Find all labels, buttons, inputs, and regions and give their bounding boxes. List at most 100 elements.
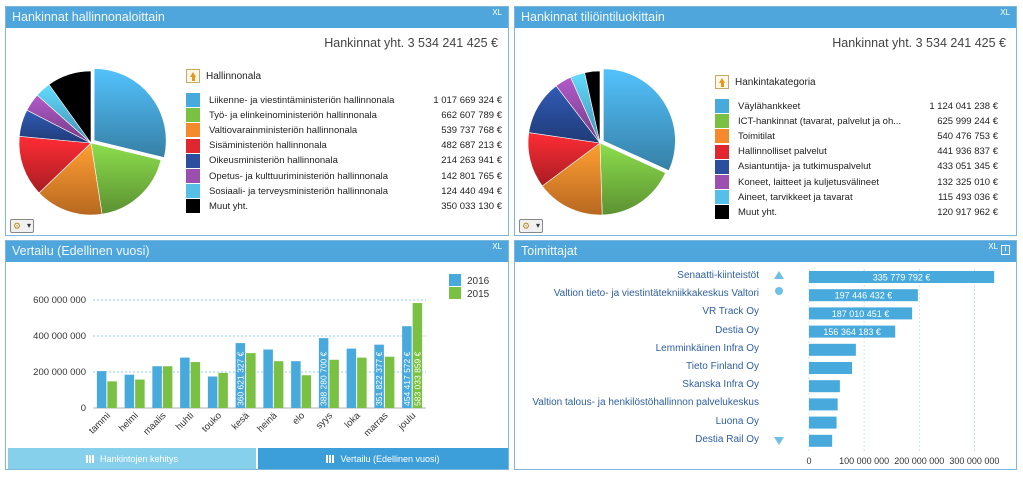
legend-item[interactable]: Oikeusministeriön hallinnonala 214 263 94… [186, 153, 502, 168]
legend-value: 662 607 789 € [441, 109, 502, 121]
legend-item[interactable]: Toimitilat 540 476 753 € [715, 129, 998, 144]
scroll-position-icon[interactable] [775, 287, 783, 295]
supplier-bar[interactable] [809, 271, 995, 283]
bar-2016[interactable] [318, 338, 329, 408]
pie-slice[interactable] [603, 68, 676, 172]
scroll-down-icon[interactable] [774, 437, 784, 445]
pie-slice[interactable] [599, 142, 666, 216]
bar-2015[interactable] [135, 379, 145, 408]
legend-item[interactable]: Koneet, laitteet ja kuljetusvälineet 132 … [715, 175, 998, 189]
bar-2015[interactable] [384, 356, 395, 408]
bar-2016[interactable] [96, 371, 107, 408]
drill-up-icon[interactable] [186, 69, 200, 83]
supplier-name-link[interactable]: Valtion tieto- ja viestintätekniikkakesk… [553, 288, 759, 300]
settings-gear-button[interactable]: ⚙ [519, 219, 543, 233]
bar-2015[interactable] [273, 361, 284, 408]
supplier-bar[interactable] [809, 307, 913, 320]
pie-slice[interactable] [93, 68, 167, 158]
supplier-bar[interactable] [809, 289, 918, 302]
legend-swatch [186, 93, 200, 107]
bar-2015[interactable] [190, 362, 201, 408]
legend-item[interactable]: Hallinnolliset palvelut 441 936 837 € [715, 144, 998, 159]
legend-swatch [186, 184, 200, 199]
tab-hankintojen-kehitys[interactable]: Hankintojen kehitys [8, 448, 256, 469]
pie-chart-tiliointiluokka[interactable] [525, 63, 680, 223]
legend-value: 482 687 213 € [441, 140, 502, 152]
supplier-name-link[interactable]: Lemminkäinen Infra Oy [655, 342, 759, 354]
pie-slice[interactable] [18, 136, 92, 194]
bar-2015[interactable] [107, 381, 117, 408]
supplier-name-link[interactable]: Luona Oy [715, 415, 759, 427]
bar-2016[interactable] [207, 376, 218, 409]
supplier-bar[interactable] [809, 416, 837, 429]
supplier-name-link[interactable]: Destia Oy [715, 324, 759, 336]
excel-export-button[interactable]: XL [492, 242, 502, 251]
pie-slice[interactable] [48, 70, 92, 144]
bar-2016[interactable] [346, 348, 357, 408]
legend-label: Muut yht. [738, 206, 778, 218]
bar-2016[interactable] [402, 326, 412, 408]
drill-up-icon[interactable] [715, 75, 729, 89]
supplier-name-link[interactable]: Senaatti-kiinteistöt [677, 270, 759, 281]
legend-value: 625 999 244 € [937, 115, 998, 127]
legend-item[interactable]: Muut yht. 350 033 130 € [186, 199, 502, 214]
bar-2015[interactable] [412, 303, 423, 408]
bar-2016[interactable] [235, 343, 246, 408]
supplier-name-link[interactable]: Valtion talous- ja henkilöstöhallinnon p… [532, 397, 759, 409]
bar-2016[interactable] [180, 357, 190, 408]
legend-label: Asiantuntija- ja tutkimuspalvelut [738, 161, 872, 173]
info-icon[interactable]: i [1001, 245, 1010, 255]
legend-item[interactable]: Aineet, tarvikkeet ja tavarat 115 493 036… [715, 190, 998, 205]
supplier-name-link[interactable]: Tieto Finland Oy [686, 361, 759, 372]
legend-item[interactable]: Valtiovarainministeriön hallinnonala 539 … [186, 123, 502, 138]
excel-export-button[interactable]: XL [1000, 8, 1010, 17]
excel-export-button[interactable]: XL [988, 242, 998, 251]
bar-2016[interactable] [263, 349, 273, 409]
pie-slice[interactable] [90, 142, 162, 215]
data-label: 360 621 327 € [235, 351, 245, 406]
bar-2016[interactable] [374, 344, 384, 408]
bar-chart-icon [85, 455, 95, 463]
supplier-bar[interactable] [809, 343, 856, 356]
legend-item[interactable]: Sosiaali- ja terveysministeriön hallinno… [186, 184, 502, 199]
supplier-name-link[interactable]: VR Track Oy [702, 306, 759, 318]
excel-export-button[interactable]: XL [492, 8, 502, 17]
supplier-bar[interactable] [809, 434, 833, 447]
pie-slice[interactable] [38, 142, 103, 216]
x-tick-label: elo [290, 410, 307, 427]
scroll-up-icon[interactable] [774, 271, 784, 279]
pie-chart-hallinnonala[interactable] [16, 63, 171, 223]
pie-slice[interactable] [541, 142, 603, 216]
supplier-name-link[interactable]: Skanska Infra Oy [682, 379, 759, 391]
legend-value: 350 033 130 € [441, 200, 502, 212]
supplier-bar[interactable] [809, 380, 840, 393]
legend-item[interactable]: Opetus- ja kulttuuriministeriön hallinno… [186, 169, 502, 183]
bar-2015[interactable] [162, 366, 173, 408]
x-tick-label: joulu [396, 410, 419, 433]
legend-item[interactable]: Työ- ja elinkeinoministeriön hallinnonal… [186, 108, 502, 123]
settings-gear-button[interactable]: ⚙ [10, 219, 34, 233]
legend-item[interactable]: Liikenne- ja viestintäministeriön hallin… [186, 93, 502, 107]
supplier-name-link[interactable]: Destia Rail Oy [695, 433, 759, 445]
bar-2016[interactable] [124, 374, 135, 408]
legend-item[interactable]: Asiantuntija- ja tutkimuspalvelut 433 051… [715, 159, 998, 174]
legend-item[interactable]: Muut yht. 120 917 962 € [715, 205, 998, 220]
legend-item[interactable]: Sisäministeriön hallinnonala 482 687 213 … [186, 138, 502, 153]
bar-2015[interactable] [301, 375, 312, 408]
bar-2016[interactable] [291, 361, 301, 408]
legend-label: Hallinnolliset palvelut [738, 146, 827, 158]
legend-item[interactable]: ICT-hankinnat (tavarat, palvelut ja oh..… [715, 114, 998, 129]
pie-slice[interactable] [584, 70, 601, 144]
bar-2015[interactable] [246, 353, 256, 408]
y-tick-label: 200 000 000 [33, 367, 86, 378]
bar-2015[interactable] [329, 359, 339, 408]
supplier-bar[interactable] [809, 398, 838, 411]
legend-value: 1 124 041 238 € [929, 100, 998, 112]
supplier-bar[interactable] [809, 362, 853, 374]
supplier-bar[interactable] [809, 325, 896, 338]
bar-2015[interactable] [357, 357, 367, 408]
legend-item[interactable]: Väylähankkeet 1 124 041 238 € [715, 99, 998, 113]
bar-2016[interactable] [152, 366, 162, 408]
tab-vertailu-edellinen-vuosi[interactable]: Vertailu (Edellinen vuosi) [258, 448, 508, 469]
bar-2015[interactable] [218, 372, 228, 408]
